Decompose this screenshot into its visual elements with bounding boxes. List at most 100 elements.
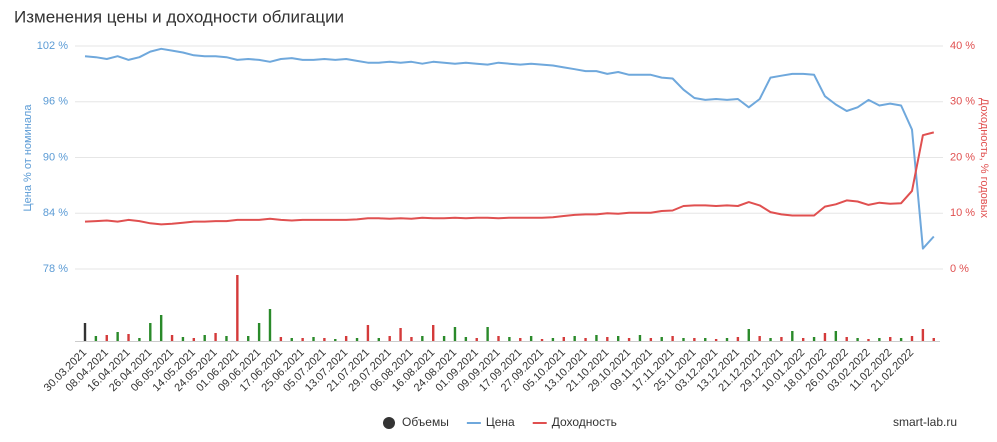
y2-axis-title: Доходность, % годовых xyxy=(978,98,990,219)
legend-label: Цена xyxy=(486,415,515,429)
volume-bar xyxy=(801,338,805,341)
legend-label: Доходность xyxy=(552,415,617,429)
volume-bar xyxy=(693,338,696,341)
volume-bar xyxy=(290,338,293,341)
y2-tick-label: 20 % xyxy=(950,151,975,163)
volume-bar xyxy=(540,339,544,341)
volume-bar xyxy=(421,336,424,341)
volume-bar xyxy=(780,337,783,341)
volume-bar xyxy=(823,333,827,341)
volume-bar xyxy=(834,331,838,341)
volume-bar xyxy=(606,337,609,341)
volume-bar xyxy=(867,339,870,341)
volume-bar xyxy=(725,338,729,341)
volume-bar xyxy=(791,331,794,341)
volume-bar xyxy=(170,335,174,341)
volume-bar xyxy=(660,337,663,341)
volume-bar xyxy=(432,325,435,341)
volume-bar xyxy=(519,338,522,341)
volume-bar xyxy=(268,309,272,341)
volume-bar xyxy=(442,336,446,341)
volume-bar xyxy=(159,315,163,341)
volume-bar xyxy=(83,323,87,341)
volume-bar xyxy=(138,338,141,341)
series-line xyxy=(84,131,935,226)
volume-bar xyxy=(453,327,457,341)
volume-bar xyxy=(377,338,381,341)
volume-bar xyxy=(508,337,511,341)
volume-bar xyxy=(845,337,848,341)
volume-bar xyxy=(878,338,881,341)
volume-bar xyxy=(344,336,348,341)
volume-bar xyxy=(116,332,119,341)
y2-tick-label: 30 % xyxy=(950,96,975,108)
volume-bar xyxy=(410,337,413,341)
volume-bar xyxy=(149,323,152,341)
volume-bar xyxy=(584,338,587,341)
volume-bar xyxy=(312,337,315,341)
volume-bar xyxy=(529,336,533,341)
volume-bar xyxy=(616,336,620,341)
legend-marker xyxy=(383,417,395,429)
volume-bar xyxy=(812,337,816,341)
y-tick-label: 90 % xyxy=(43,151,68,163)
volume-bar xyxy=(475,338,478,341)
volume-bar xyxy=(649,338,653,341)
volume-bar xyxy=(714,339,718,341)
volume-bar xyxy=(355,338,359,341)
volume-bar xyxy=(334,339,337,341)
volume-bar xyxy=(192,338,196,341)
volume-bar xyxy=(899,338,903,341)
volume-bar xyxy=(551,338,555,341)
y2-tick-label: 0 % xyxy=(950,263,969,275)
y-tick-label: 102 % xyxy=(37,40,68,52)
y-axis-title: Цена % от номинала xyxy=(22,104,34,212)
volume-bar xyxy=(323,338,326,341)
credit: smart-lab.ru xyxy=(893,415,957,429)
volume-bar xyxy=(747,329,750,341)
volume-bar xyxy=(573,336,576,341)
volume-bar xyxy=(704,338,707,341)
volume-bar xyxy=(736,337,740,341)
volume-bar xyxy=(214,333,217,341)
volume-bar xyxy=(279,337,283,341)
y2-tick-label: 40 % xyxy=(950,40,975,52)
volume-bar xyxy=(671,336,674,341)
volume-bar xyxy=(247,336,250,341)
legend-label: Объемы xyxy=(402,415,449,429)
volume-bar xyxy=(638,335,642,341)
volume-bar xyxy=(595,335,598,341)
volume-bar xyxy=(366,325,370,341)
y-tick-label: 96 % xyxy=(43,96,68,108)
volume-bar xyxy=(94,336,98,341)
y-tick-label: 78 % xyxy=(43,263,68,275)
volume-bar xyxy=(486,327,489,341)
volume-bar xyxy=(225,336,228,341)
volume-bar xyxy=(105,335,108,341)
volume-bar xyxy=(889,337,892,341)
volume-bar xyxy=(910,336,914,341)
volume-bar xyxy=(562,337,565,341)
volume-bar xyxy=(769,338,772,341)
volume-bar xyxy=(399,328,402,341)
chart-title: Изменения цены и доходности облигации xyxy=(14,7,344,26)
volume-bar xyxy=(257,323,261,341)
volume-bar xyxy=(464,337,468,341)
y2-tick-label: 10 % xyxy=(950,207,975,219)
volume-bar xyxy=(181,337,185,341)
series-line xyxy=(84,47,935,250)
volume-bar xyxy=(627,338,631,341)
volume-bar xyxy=(236,275,239,341)
volume-bar xyxy=(682,338,685,341)
volume-bar xyxy=(932,338,935,341)
volume-bar xyxy=(856,338,859,341)
volume-bar xyxy=(203,335,206,341)
volume-bar xyxy=(497,336,500,341)
volume-bar xyxy=(921,329,925,341)
y-tick-label: 84 % xyxy=(43,207,68,219)
volume-bar xyxy=(301,338,304,341)
volume-bar xyxy=(388,336,391,341)
volume-bar xyxy=(127,334,130,341)
volume-bar xyxy=(758,336,761,341)
